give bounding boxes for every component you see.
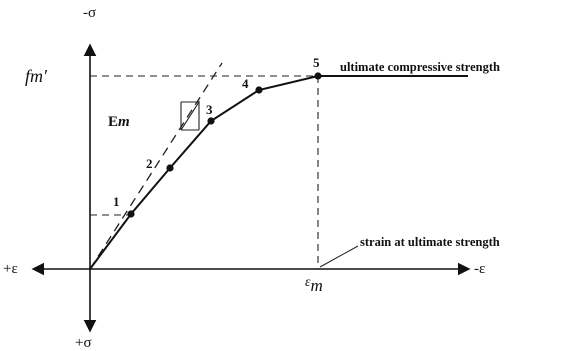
point-label-5: 5 [313, 55, 320, 70]
strain-label-leader [319, 245, 359, 268]
eps-m-symbol: ε [305, 275, 311, 290]
slope-triangle [180, 100, 200, 131]
initial-modulus-tangent [89, 62, 223, 270]
em-label-suffix: m [118, 114, 130, 130]
neg-sigma-label: -σ [83, 5, 96, 21]
neg-eps-label: -ε [474, 261, 485, 277]
curve-point-3 [207, 117, 215, 125]
point-label-2: 2 [146, 156, 153, 171]
eps-m-label: εm [305, 275, 323, 295]
fm-prime-label: fm′ [25, 66, 48, 86]
point-label-3: 3 [206, 102, 213, 117]
curve-point-2 [166, 164, 174, 172]
strain-at-ultimate-strength-label: strain at ultimate strength [360, 235, 500, 249]
point-label-4: 4 [242, 76, 249, 91]
curve-point-4 [255, 86, 263, 94]
ultimate-compressive-strength-label: ultimate compressive strength [340, 60, 500, 74]
curve-point-1 [127, 210, 135, 218]
em-label: Em [108, 114, 130, 130]
curve-point-5 [314, 72, 322, 80]
point-label-1: 1 [113, 194, 120, 209]
eps-m-subscript: m [311, 276, 323, 295]
pos-eps-label: +ε [3, 261, 18, 277]
em-label-prefix: E [108, 114, 118, 130]
pos-sigma-label: +σ [75, 335, 92, 351]
